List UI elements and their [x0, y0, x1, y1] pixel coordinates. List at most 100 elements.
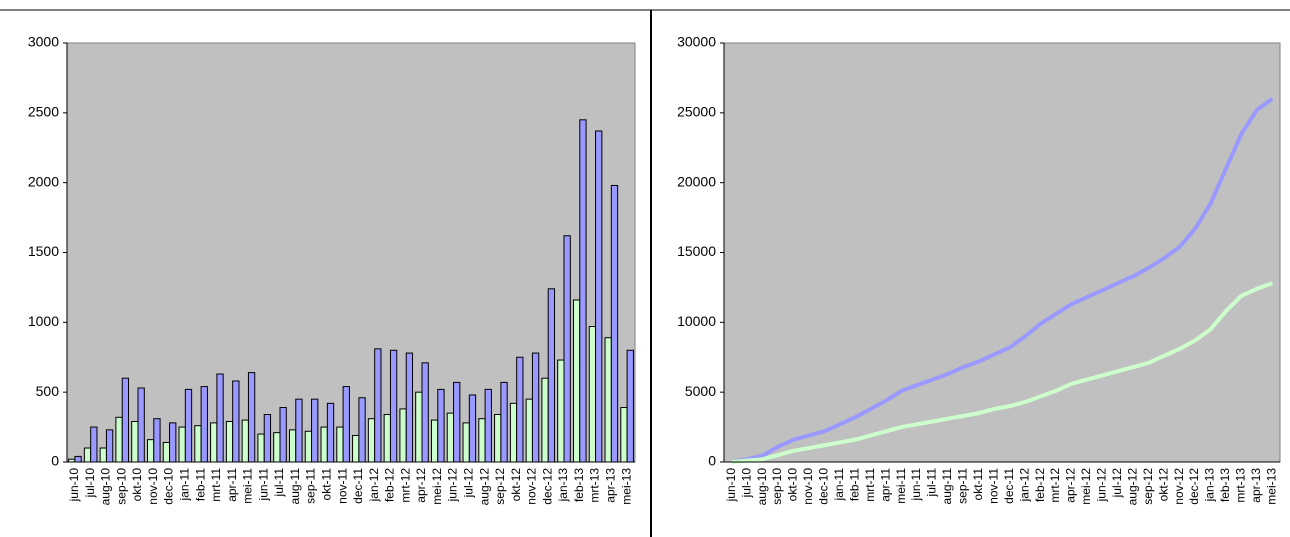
x-tick-label: jul-12	[1110, 468, 1124, 499]
bar	[588, 326, 597, 463]
bar	[462, 422, 470, 463]
x-tick-label: aug-12	[1125, 468, 1139, 506]
y-tick-label: 0	[51, 453, 59, 469]
bar	[99, 447, 107, 463]
plot-area	[723, 42, 1281, 463]
bar	[74, 455, 82, 463]
x-tick-label: sep-12	[493, 468, 507, 505]
x-tick-label: dec-10	[162, 468, 176, 505]
y-tick-label: 1500	[28, 243, 59, 259]
bar	[446, 412, 455, 463]
y-tick-label: 500	[36, 383, 60, 399]
x-tick-label: mrt-12	[398, 468, 412, 503]
bar	[153, 418, 161, 463]
bar	[374, 348, 382, 463]
x-tick-label: jan-11	[178, 468, 192, 502]
bar	[288, 429, 297, 463]
bar	[563, 235, 571, 463]
bar	[484, 388, 492, 463]
bar	[257, 433, 265, 463]
x-tick-label: dec-11	[1002, 468, 1016, 504]
x-tick-label: sep-10	[114, 468, 128, 505]
bar	[279, 407, 287, 463]
x-tick-label: jun-10	[724, 468, 738, 503]
y-tick-label: 20000	[677, 173, 716, 189]
x-tick-label: jan-13	[556, 468, 570, 503]
bar	[137, 387, 145, 463]
bar	[557, 359, 565, 463]
bar	[115, 416, 123, 463]
x-tick-label: sep-12	[1141, 468, 1155, 505]
x-tick-label: jun-10	[67, 468, 81, 503]
bar	[169, 422, 177, 463]
bar	[405, 352, 414, 463]
x-tick-label: aug-11	[940, 468, 954, 505]
bar	[358, 397, 366, 463]
x-tick-label: aug-10	[99, 468, 113, 506]
bar	[320, 426, 328, 463]
bar	[437, 388, 445, 463]
bar	[83, 447, 92, 463]
bar	[336, 426, 344, 463]
x-tick-label: aug-11	[288, 468, 302, 505]
bar	[121, 377, 130, 463]
bar	[304, 430, 313, 463]
bar	[620, 407, 628, 463]
x-tick-label: mei-12	[430, 468, 444, 505]
x-tick-label: dec-12	[1187, 468, 1201, 505]
x-tick-label: jun-11	[909, 468, 923, 502]
x-tick-label: aug-12	[477, 468, 491, 506]
x-tick-label: apr-13	[604, 468, 618, 503]
x-tick-label: mei-11	[894, 468, 908, 504]
x-tick-label: okt-12	[1156, 468, 1170, 502]
bar	[579, 119, 587, 463]
x-tick-label: jan-13	[1203, 468, 1217, 503]
x-tick-label: nov-11	[986, 468, 1000, 504]
x-tick-label: nov-12	[525, 468, 539, 505]
x-tick-label: jul-11	[925, 468, 939, 498]
y-tick-label: 0	[708, 453, 716, 469]
x-tick-label: feb-11	[193, 468, 207, 501]
y-tick-label: 2500	[28, 104, 59, 120]
y-tick-label: 25000	[677, 104, 716, 120]
x-tick-label: nov-10	[801, 468, 815, 505]
bar	[162, 441, 171, 463]
x-tick-label: jun-12	[1095, 468, 1109, 503]
x-tick-label: apr-13	[1249, 468, 1263, 503]
bar	[547, 288, 556, 463]
x-tick-label: nov-10	[146, 468, 160, 505]
bar	[509, 402, 518, 463]
x-tick-label: apr-12	[414, 468, 428, 503]
x-tick-label: mei-11	[241, 468, 255, 504]
bar	[399, 408, 407, 463]
x-tick-label: jun-12	[446, 468, 460, 503]
x-tick-label: feb-11	[847, 468, 861, 501]
bar	[146, 439, 155, 463]
bar	[295, 398, 303, 463]
bar	[216, 373, 224, 463]
bar	[200, 386, 208, 463]
bar	[478, 418, 486, 463]
x-tick-label: apr-12	[1064, 468, 1078, 503]
bar	[494, 414, 502, 463]
bar	[342, 386, 350, 463]
x-tick-label: jul-11	[272, 468, 286, 498]
x-tick-label: mei-13	[619, 468, 633, 505]
bar	[90, 426, 98, 463]
y-tick-label: 10000	[677, 313, 716, 329]
y-tick-label: 15000	[677, 243, 716, 259]
y-tick-label: 5000	[685, 383, 716, 399]
bar	[263, 414, 272, 463]
x-tick-label: mrt-13	[588, 468, 602, 503]
bar	[415, 391, 423, 463]
x-tick-label: feb-12	[383, 468, 397, 502]
bar	[178, 426, 186, 463]
bar	[194, 425, 202, 463]
x-tick-label: feb-13	[572, 468, 586, 502]
x-tick-label: mei-12	[1079, 468, 1093, 505]
x-tick-label: nov-12	[1172, 468, 1186, 505]
line	[731, 281, 1273, 464]
bar	[430, 419, 439, 463]
x-tick-label: nov-11	[335, 468, 349, 504]
x-tick-label: jul-10	[83, 468, 97, 499]
